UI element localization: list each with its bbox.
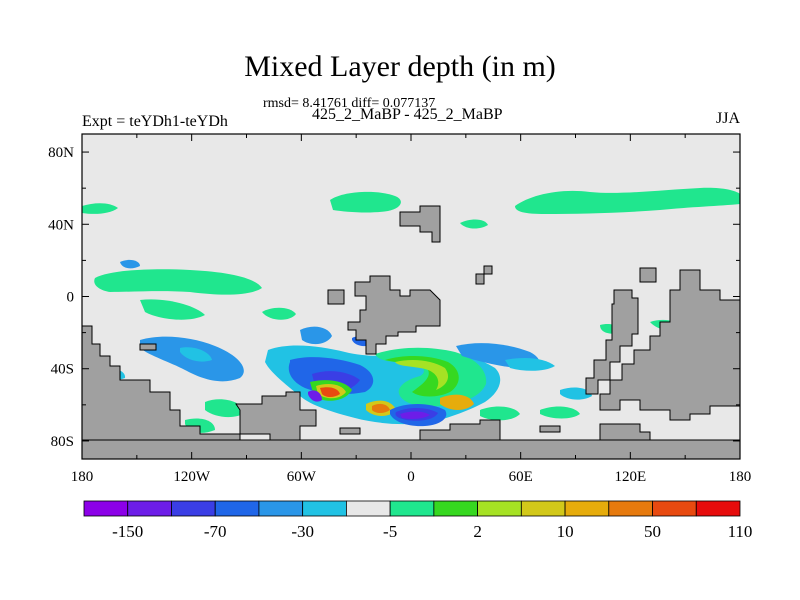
tropical-pacific-anomaly <box>94 269 262 295</box>
colorbar-swatch <box>214 500 260 517</box>
colorbar-label: 110 <box>728 522 753 541</box>
colorbar-swatch <box>652 500 697 517</box>
colorbar-swatch <box>83 500 129 517</box>
y-tick-label: 80N <box>48 145 74 161</box>
x-tick-label: 180 <box>729 469 752 485</box>
colorbar-swatch <box>302 500 347 517</box>
colorbar-swatch <box>433 500 479 517</box>
colorbar-swatch <box>608 500 653 517</box>
colorbar-swatch <box>564 500 610 517</box>
antarctica-land <box>82 439 740 459</box>
north-pacific-anomaly <box>515 187 740 214</box>
colorbar-swatch <box>695 500 741 517</box>
colorbar-label: -30 <box>291 522 314 541</box>
south-america-land <box>327 289 345 305</box>
x-tick-label: 60W <box>287 469 317 485</box>
colorbar-swatch <box>477 500 522 517</box>
season-label: JJA <box>716 110 741 127</box>
north-atlantic-patch <box>82 203 118 214</box>
map-axes: 180 120W 60W 0 60E 120E 180 80N 40N 0 40S 80S <box>48 134 751 485</box>
africa-land <box>585 289 639 395</box>
north-atlantic-anomaly <box>330 191 401 213</box>
x-tick-label: 180 <box>71 469 94 485</box>
y-tick-label: 40S <box>51 362 74 378</box>
north-america-land <box>399 205 441 243</box>
colorbar-swatch <box>127 500 172 517</box>
y-tick-label: 40N <box>48 217 74 233</box>
chart-title: Mixed Layer depth (in m) <box>244 50 556 83</box>
land-mask <box>82 205 740 459</box>
x-tick-label: 0 <box>407 469 415 485</box>
colorbar-label: 2 <box>473 522 482 541</box>
colorbar-swatch <box>171 500 216 517</box>
x-tick-label: 120W <box>173 469 211 485</box>
rmsd-diff-stats: rmsd= 8.41761 diff= 0.077137 <box>263 96 436 111</box>
colorbar-label: -70 <box>204 522 227 541</box>
colorbar-label: 10 <box>557 522 574 541</box>
colorbar-label: -150 <box>112 522 143 541</box>
x-tick-label: 60E <box>509 469 533 485</box>
colorbar-label: -5 <box>383 522 397 541</box>
colorbar-swatch <box>345 500 391 517</box>
colorbar-swatch <box>258 500 304 517</box>
x-tick-label: 120E <box>614 469 646 485</box>
colorbar-label: 50 <box>644 522 661 541</box>
colorbar-swatch <box>389 500 435 517</box>
colorbar: -150 -70 -30 -5 2 10 50 110 <box>83 500 753 541</box>
y-tick-label: 0 <box>67 290 75 306</box>
case-comparison: 425_2_MaBP - 425_2_MaBP <box>312 106 503 123</box>
australia-land <box>599 269 740 421</box>
colorbar-swatch <box>520 500 566 517</box>
y-tick-label: 80S <box>51 434 74 450</box>
experiment-label: Expt = teYDh1-teYDh <box>82 113 228 130</box>
